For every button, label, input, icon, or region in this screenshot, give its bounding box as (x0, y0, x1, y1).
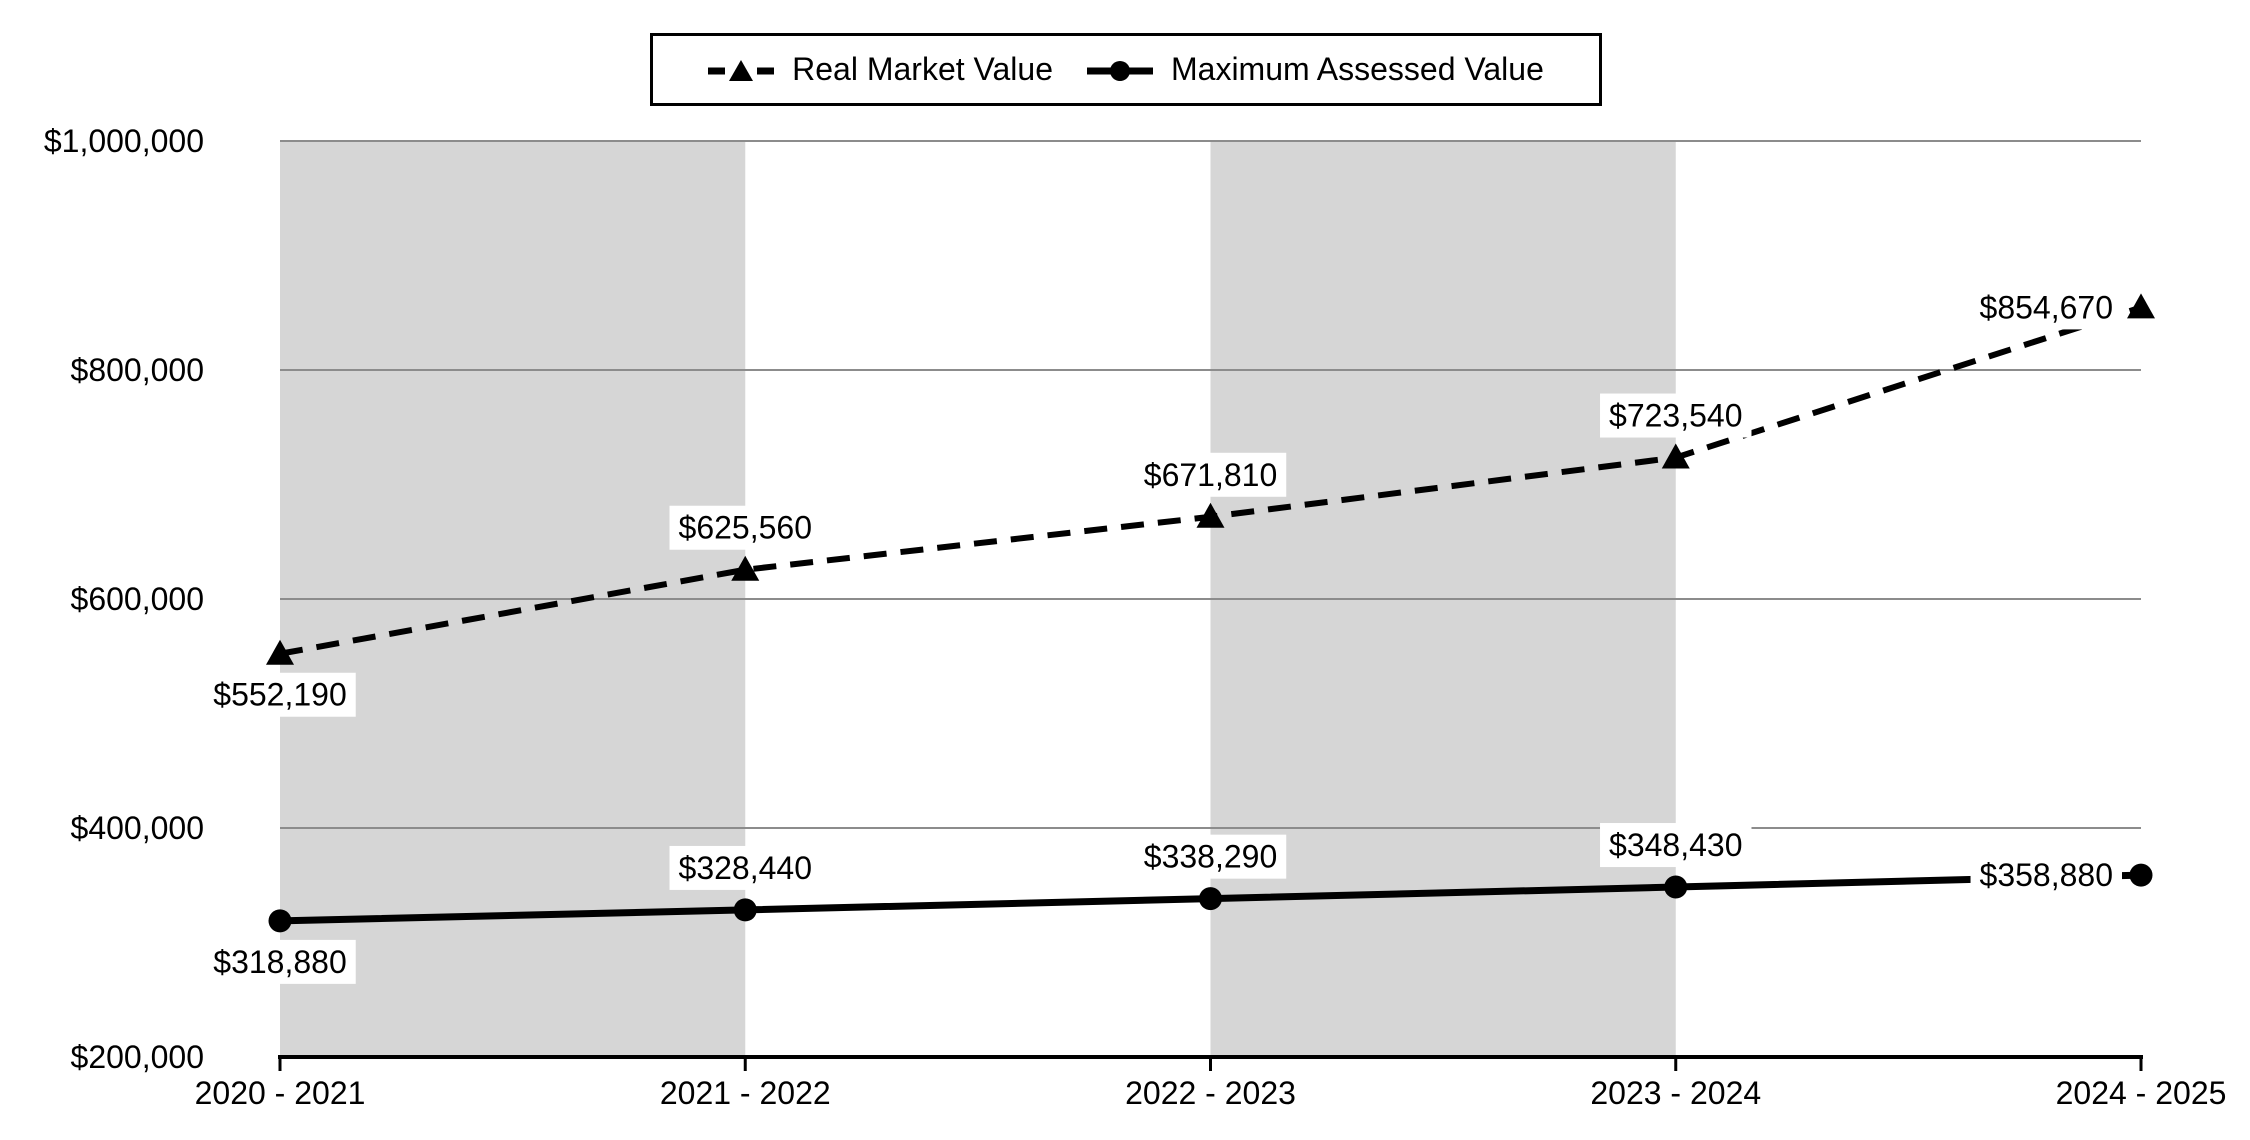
y-axis-tick-label: $800,000 (71, 352, 204, 388)
x-axis (278, 1055, 2143, 1071)
x-axis-tick-label: 2023 - 2024 (1590, 1075, 1761, 1111)
data-label: $552,190 (213, 677, 346, 713)
triangle-marker (266, 639, 294, 665)
legend: Real Market Value Maximum Assessed Value (650, 33, 1602, 106)
circle-marker (733, 898, 757, 922)
x-axis-tick-label: 2024 - 2025 (2056, 1075, 2227, 1111)
legend-item-real-market-value: Real Market Value (708, 51, 1053, 88)
data-label-background (204, 939, 356, 984)
data-label-background (1134, 452, 1287, 497)
x-axis-tick-label: 2022 - 2023 (1125, 1075, 1296, 1111)
triangle-marker (1661, 443, 1690, 469)
data-label-background (669, 845, 821, 890)
data-label-background (669, 505, 821, 550)
circle-marker (1199, 887, 1222, 911)
triangle-marker (2127, 293, 2155, 319)
axis-labels: $1,000,000 $800,000 $600,000 $400,000 $200,0… (44, 123, 2227, 1111)
data-label: $625,560 (679, 510, 812, 546)
legend-item-maximum-assessed-value: Maximum Assessed Value (1086, 51, 1544, 88)
data-label: $671,810 (1144, 457, 1277, 493)
data-label: $328,440 (679, 850, 812, 886)
data-label: $348,430 (1609, 827, 1742, 863)
y-axis-tick-label: $600,000 (71, 581, 204, 617)
data-label-background (1970, 853, 2122, 898)
triangle-marker (731, 555, 760, 581)
data-label: $854,670 (1980, 289, 2113, 325)
dashed-line-triangle-marker-icon (708, 59, 775, 81)
data-label: $338,290 (1144, 839, 1277, 875)
triangle-marker (1196, 502, 1225, 528)
data-labels: $552,190 $625,560 $671,810 $723,540 $854,670… (204, 285, 2122, 984)
legend-label: Maximum Assessed Value (1170, 51, 1544, 87)
data-label-background (1600, 393, 1752, 438)
x-axis-tick-label: 2021 - 2022 (660, 1075, 831, 1111)
data-label-background (1134, 834, 1287, 879)
legend-label: Real Market Value (792, 51, 1053, 87)
gridlines (280, 140, 2141, 829)
y-axis-tick-label: $200,000 (71, 1039, 204, 1075)
data-label: $318,880 (213, 944, 346, 980)
y-axis-tick-label: $400,000 (71, 810, 204, 846)
series-markers (266, 293, 2155, 933)
solid-line-circle-marker-icon (1086, 60, 1153, 81)
circle-marker (2129, 863, 2153, 887)
y-axis-tick-label: $1,000,000 (44, 123, 204, 159)
circle-marker (1664, 875, 1688, 899)
data-label: $723,540 (1609, 398, 1742, 434)
x-axis-tick-label: 2020 - 2021 (195, 1075, 366, 1111)
circle-marker (268, 909, 292, 933)
data-label-background (1600, 823, 1752, 868)
data-label-background (204, 672, 356, 717)
data-label-background (1970, 285, 2122, 330)
data-label: $358,880 (1980, 857, 2113, 893)
